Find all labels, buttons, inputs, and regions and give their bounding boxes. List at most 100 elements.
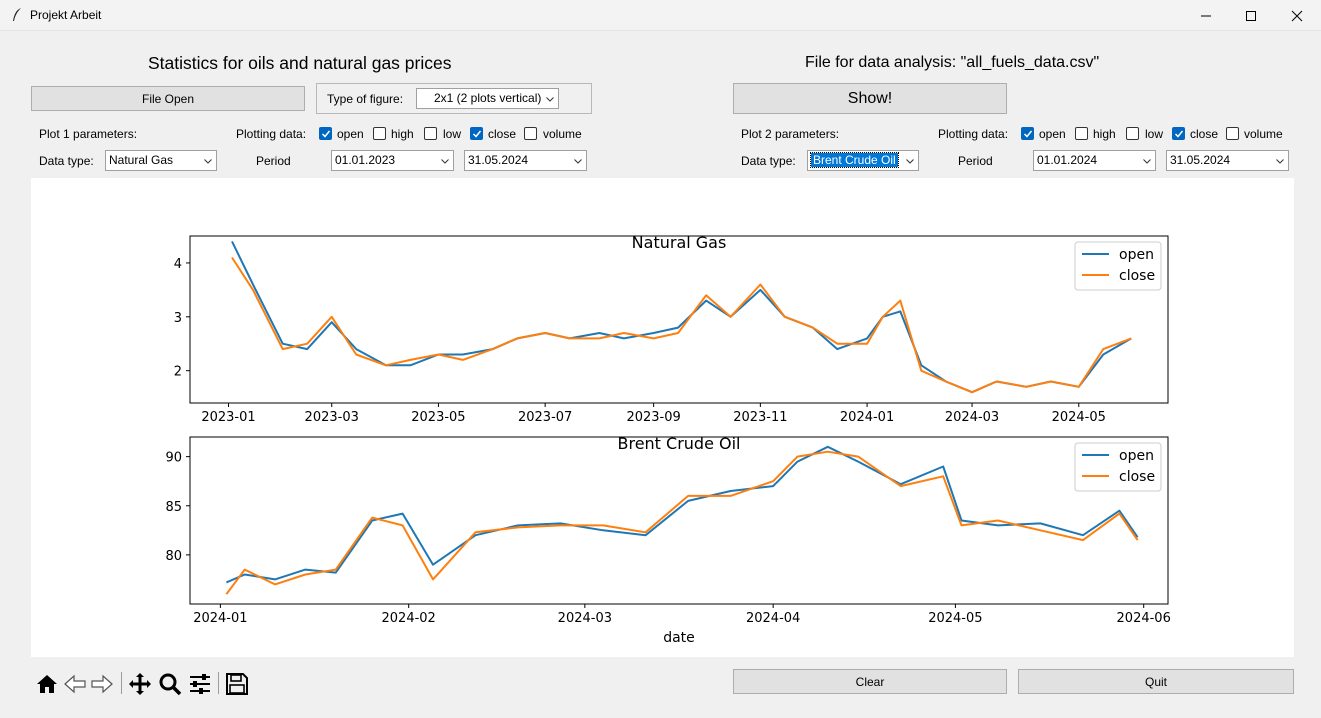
plot2-params-label: Plot 2 parameters: [741, 127, 840, 141]
plot2-open-label: open [1039, 127, 1066, 141]
save-icon[interactable] [225, 672, 249, 696]
close-icon [1291, 10, 1303, 21]
plot2-plotting-data-label: Plotting data: [938, 127, 1009, 141]
feather-icon [13, 8, 21, 21]
figure-type-select[interactable]: 2x1 (2 plots vertical) [416, 88, 559, 109]
plot2-close-label: close [1190, 127, 1219, 141]
plot1-params-label: Plot 1 parameters: [39, 127, 138, 141]
file-open-button[interactable]: File Open [31, 86, 305, 111]
quit-button[interactable]: Quit [1018, 669, 1294, 694]
series-line-close [225, 450, 1139, 595]
plot2-open-checkbox[interactable] [1021, 127, 1034, 140]
plot1-close-label: close [488, 127, 517, 141]
x-tick-label: 2023-07 [518, 410, 572, 425]
x-tick-label: 2024-05 [1052, 410, 1106, 425]
x-tick-label: 2024-02 [382, 611, 436, 626]
x-tick-label: 2024-05 [928, 611, 982, 626]
plot1-data-type-label: Data type: [39, 154, 94, 168]
y-tick-label: 3 [174, 311, 182, 326]
maximize-button[interactable] [1228, 0, 1274, 31]
checkmark-icon [1023, 130, 1033, 138]
plot2-close-checkbox[interactable] [1172, 127, 1185, 140]
plot2-volume-checkbox[interactable] [1226, 127, 1239, 140]
x-tick-label: 2023-03 [305, 410, 359, 425]
plot2-high-label: high [1093, 127, 1116, 141]
plot-title: Natural Gas [632, 233, 727, 252]
minimize-button[interactable] [1183, 0, 1229, 31]
plot2-low-checkbox[interactable] [1126, 127, 1139, 140]
legend-label-close: close [1119, 469, 1155, 485]
x-tick-label: 2023-01 [201, 410, 255, 425]
plot1-low-label: low [443, 127, 462, 141]
file-heading: File for data analysis: "all_fuels_data.… [805, 54, 1100, 71]
plot2-low-label: low [1145, 127, 1164, 141]
plot2-data-type-label: Data type: [741, 154, 796, 168]
home-icon[interactable] [35, 672, 59, 696]
back-arrow-icon[interactable] [63, 672, 87, 696]
x-tick-label: 2024-01 [840, 410, 894, 425]
chevron-down-icon [906, 159, 914, 164]
plot1-open-checkbox[interactable] [319, 127, 332, 140]
plot2-period-start-select[interactable]: 01.01.2024 [1033, 150, 1156, 171]
figure-canvas[interactable]: 2023-01 2023-03 2023-05 2023-07 2023-09 2023-… [31, 178, 1294, 657]
plot2-period-label: Period [958, 154, 993, 168]
x-tick-label: 2024-03 [945, 410, 999, 425]
pan-icon[interactable] [128, 672, 152, 696]
plot1-high-checkbox[interactable] [373, 127, 386, 140]
figure-type-group [316, 83, 592, 114]
figure-svg: 2023-01 2023-03 2023-05 2023-07 2023-09 2023-… [165, 233, 1171, 646]
forward-arrow-icon[interactable] [90, 672, 114, 696]
legend-label-open: open [1119, 247, 1154, 263]
plot1-period-start-select[interactable]: 01.01.2023 [331, 150, 454, 171]
checkmark-icon [472, 130, 482, 138]
plot2-period-end-select[interactable]: 31.05.2024 [1166, 150, 1289, 171]
series-line-open [226, 445, 1139, 584]
series-line-close [231, 256, 1132, 394]
x-tick-label: 2023-09 [626, 410, 680, 425]
plot2-data-type-select[interactable]: Brent Crude Oil [807, 150, 919, 171]
plot-frame [189, 235, 1169, 404]
plot1-volume-label: volume [543, 127, 582, 141]
toolbar-separator [121, 672, 122, 694]
x-tick-label: 2024-06 [1117, 611, 1171, 626]
zoom-icon[interactable] [158, 672, 182, 696]
plot1-high-label: high [391, 127, 414, 141]
plot1-period-end-select[interactable]: 31.05.2024 [464, 150, 587, 171]
y-tick-label: 85 [165, 500, 182, 515]
figure-type-label: Type of figure: [327, 92, 404, 106]
configure-subplots-icon[interactable] [188, 672, 212, 696]
plot1-volume-checkbox[interactable] [524, 127, 537, 140]
y-tick-label: 2 [174, 365, 182, 380]
plot1-low-checkbox[interactable] [424, 127, 437, 140]
title-bar: Projekt Arbeit [0, 0, 1321, 31]
plot1-data-type-select[interactable]: Natural Gas [105, 150, 217, 171]
window-title: Projekt Arbeit [30, 8, 102, 22]
main-heading: Statistics for oils and natural gas pric… [148, 53, 452, 73]
toolbar-separator [218, 672, 219, 694]
y-tick-label: 4 [174, 257, 182, 272]
checkmark-icon [1174, 130, 1184, 138]
x-tick-label: 2023-05 [411, 410, 465, 425]
minimize-icon [1201, 15, 1211, 16]
plot-frame [189, 436, 1169, 605]
legend-label-close: close [1119, 268, 1155, 284]
chevron-down-icon [1276, 159, 1284, 164]
plot1-plotting-data-label: Plotting data: [236, 127, 307, 141]
plot1-close-checkbox[interactable] [470, 127, 483, 140]
plot1-period-label: Period [256, 154, 291, 168]
x-tick-label: 2024-03 [558, 611, 612, 626]
clear-button[interactable]: Clear [733, 669, 1007, 694]
checkmark-icon [321, 130, 331, 138]
chevron-down-icon [1143, 159, 1151, 164]
legend-label-open: open [1119, 448, 1154, 464]
close-button[interactable] [1274, 0, 1320, 31]
chevron-down-icon [204, 159, 212, 164]
y-tick-label: 80 [165, 549, 182, 564]
chevron-down-icon [546, 97, 554, 102]
x-tick-label: 2024-01 [193, 611, 247, 626]
x-axis-label: date [663, 630, 695, 646]
x-tick-label: 2024-04 [746, 611, 800, 626]
plot2-high-checkbox[interactable] [1075, 127, 1088, 140]
show-button[interactable]: Show! [733, 83, 1007, 114]
y-tick-label: 90 [165, 451, 182, 466]
